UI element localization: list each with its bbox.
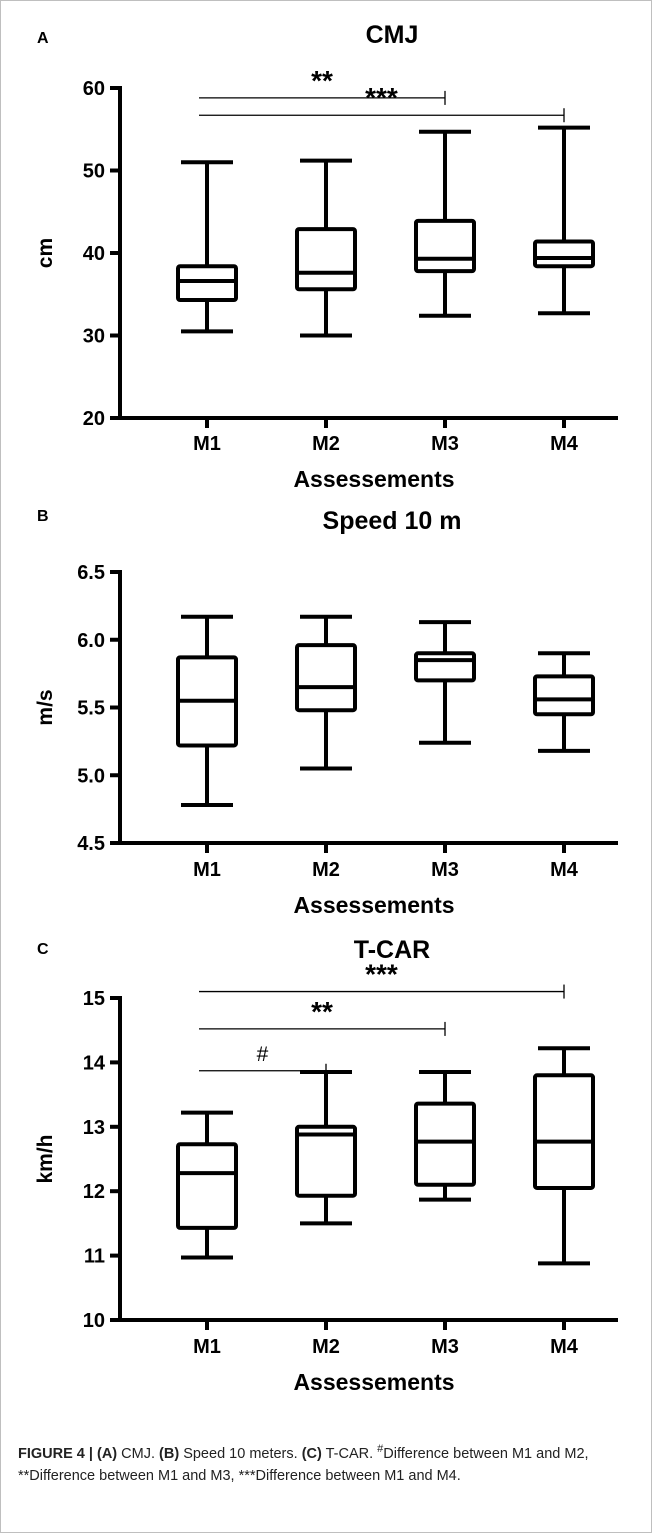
panel-a-box	[295, 227, 357, 292]
panel-c-box	[414, 1101, 476, 1187]
figure-caption: FIGURE 4 | (A) CMJ. (B) Speed 10 meters.…	[18, 1438, 638, 1487]
panel-c-sig-label: #	[257, 1043, 269, 1066]
caption-a-text: CMJ.	[117, 1445, 160, 1462]
panel-c-sig-label: **	[311, 996, 333, 1027]
panel-c-y-tick-label: 12	[83, 1181, 105, 1203]
panel-a-y-tick-label: 40	[83, 243, 105, 265]
panel-b-box	[533, 674, 595, 717]
panel-b-x-tick-label: M1	[193, 859, 221, 881]
panel-c-letter: C	[37, 941, 49, 958]
panel-a-y-tick-label: 50	[83, 161, 105, 183]
panel-b-y-tick-label: 5.0	[77, 765, 105, 787]
panel-a-y-tick-label: 60	[83, 78, 105, 100]
panel-c-x-tick-label: M3	[431, 1336, 459, 1358]
panel-b-x-tick-label: M2	[312, 859, 340, 881]
panel-a-sig-label: **	[311, 65, 333, 96]
panel-a-title: CMJ	[366, 21, 419, 49]
caption-c-text: T-CAR.	[321, 1445, 378, 1462]
panel-b-letter: B	[37, 508, 49, 525]
panel-a-x-tick-label: M3	[431, 433, 459, 455]
panel-a-y-tick-label: 30	[83, 326, 105, 348]
panel-c-x-label: Assessements	[293, 1369, 454, 1395]
panel-c-y-label: km/h	[34, 1134, 57, 1183]
panel-a-x-tick-label: M2	[312, 433, 340, 455]
panel-c-y-tick-label: 11	[84, 1246, 105, 1268]
panel-b-y-tick-label: 6.5	[77, 562, 105, 584]
panel-b-box	[414, 651, 476, 683]
panel-c-y-tick-label: 15	[83, 988, 105, 1010]
panel-b-x-label: Assessements	[293, 892, 454, 918]
panel-b-box	[295, 643, 357, 713]
panel-c-box	[295, 1124, 357, 1198]
caption-lead: FIGURE 4 |	[18, 1445, 97, 1462]
panel-b-y-tick-label: 6.0	[77, 630, 105, 652]
panel-c-sig-label: ***	[365, 959, 398, 990]
panel-b-y-tick-label: 5.5	[77, 698, 105, 720]
caption-b-label: (B)	[159, 1445, 180, 1462]
caption-b-text: Speed 10 meters.	[179, 1445, 302, 1462]
panel-c-y-tick-label: 14	[83, 1052, 106, 1074]
panel-c-box	[533, 1073, 595, 1190]
caption-rest: Difference between M1 and M2, **Differen…	[18, 1445, 589, 1484]
panel-c-title: T-CAR	[354, 936, 430, 964]
panel-b-y-tick-label: 4.5	[77, 833, 105, 855]
panel-c-y-tick-label: 13	[83, 1117, 105, 1139]
panel-a-x-tick-label: M4	[550, 433, 579, 455]
panel-c-x-tick-label: M2	[312, 1336, 340, 1358]
panel-a-y-label: cm	[34, 238, 57, 268]
panel-a-box	[176, 264, 238, 303]
panel-a-letter: A	[37, 30, 49, 47]
caption-c-label: (C)	[301, 1445, 322, 1462]
panel-b-x-tick-label: M4	[550, 859, 579, 881]
panel-b-title: Speed 10 m	[323, 507, 462, 535]
panel-a-y-tick-label: 20	[83, 408, 105, 430]
caption-a-label: (A)	[97, 1445, 118, 1462]
panel-c-y-tick-label: 10	[83, 1310, 105, 1332]
panel-a-sig-label: ***	[365, 82, 398, 113]
panel-c-x-tick-label: M1	[193, 1336, 221, 1358]
panel-c-box	[176, 1142, 238, 1230]
caption-hash: #	[377, 1443, 384, 1455]
panel-a-x-label: Assessements	[293, 466, 454, 492]
panel-a-x-tick-label: M1	[193, 433, 221, 455]
panel-c-x-tick-label: M4	[550, 1336, 579, 1358]
panel-a-box	[414, 218, 476, 274]
panel-a-box	[533, 239, 595, 269]
panel-b-y-label: m/s	[34, 689, 57, 725]
panel-b-x-tick-label: M3	[431, 859, 459, 881]
